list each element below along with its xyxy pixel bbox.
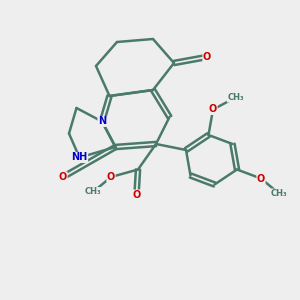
Text: O: O	[132, 190, 141, 200]
Text: CH₃: CH₃	[227, 93, 244, 102]
Text: O: O	[59, 172, 67, 182]
Text: O: O	[107, 172, 115, 182]
Text: O: O	[209, 104, 217, 115]
Text: O: O	[257, 173, 265, 184]
Text: CH₃: CH₃	[85, 188, 101, 196]
Text: CH₃: CH₃	[271, 189, 287, 198]
Text: O: O	[203, 52, 211, 62]
Text: NH: NH	[71, 152, 88, 163]
Text: N: N	[98, 116, 106, 127]
